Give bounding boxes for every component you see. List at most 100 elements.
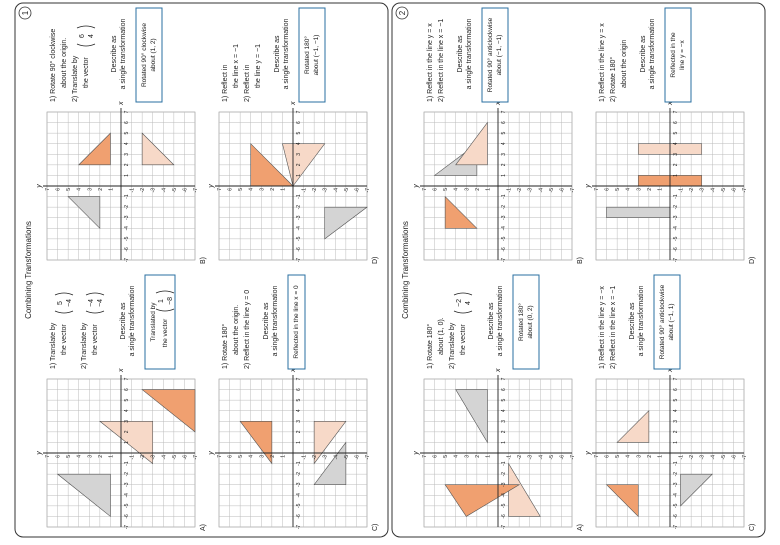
instruction: 2) Translate by (449, 322, 456, 369)
y-tick-label: -7 (742, 455, 748, 460)
instruction: the vector (92, 324, 99, 355)
y-tick-label: 4 (626, 455, 632, 458)
question-label: D) (372, 257, 379, 264)
x-tick-label: 6 (501, 388, 507, 391)
x-tick-label: -5 (296, 503, 302, 508)
x-axis-label: x (118, 368, 125, 373)
x-tick-label: 7 (673, 110, 679, 113)
y-tick-label: 7 (422, 188, 428, 191)
y-tick-label: 3 (636, 188, 642, 191)
y-tick-label: -6 (354, 188, 360, 193)
x-tick-label: 6 (501, 121, 507, 124)
y-tick-label: -5 (549, 188, 555, 193)
instruction: the vector (83, 57, 90, 88)
x-tick-label: -7 (501, 258, 507, 263)
sheet-number: 1 (21, 10, 30, 15)
x-tick-label: -1 (673, 194, 679, 199)
instruction: 1) Reflect in the line y = x (599, 23, 606, 102)
x-tick-label: 5 (501, 399, 507, 402)
x-tick-label: -6 (501, 247, 507, 252)
y-tick-label: 5 (238, 455, 244, 458)
y-tick-label: -4 (161, 188, 167, 193)
x-tick-label: 2 (124, 430, 130, 433)
x-axis-label: x (667, 101, 674, 106)
x-tick-label: -3 (673, 215, 679, 220)
y-tick-label: 4 (77, 188, 83, 191)
x-tick-label: 4 (124, 142, 130, 145)
y-tick-label: 5 (66, 455, 72, 458)
x-tick-label: 5 (124, 132, 130, 135)
x-tick-label: 7 (296, 110, 302, 113)
x-tick-label: 5 (296, 132, 302, 135)
describe-text: a single transformation (283, 18, 290, 89)
x-tick-label: -5 (673, 236, 679, 241)
x-tick-label: 1 (673, 441, 679, 444)
x-tick-label: 4 (501, 409, 507, 412)
y-tick-label: 1 (657, 188, 663, 191)
x-tick-label: 2 (124, 163, 130, 166)
instruction: 1) Reflect in the line y = x (427, 23, 434, 102)
x-tick-label: 1 (296, 441, 302, 444)
describe-text: a single transformation (120, 18, 127, 89)
y-tick-label: -2 (689, 455, 695, 460)
y-tick-label: -3 (528, 455, 534, 460)
x-tick-label: -3 (124, 482, 130, 487)
answer-box (512, 274, 540, 370)
x-tick-label: -7 (296, 258, 302, 263)
instruction: 1) Rotate 180° (426, 324, 434, 369)
x-tick-label: -6 (673, 247, 679, 252)
vector-bracket (76, 25, 96, 29)
x-tick-label: -5 (296, 236, 302, 241)
x-tick-label: 5 (296, 399, 302, 402)
x-tick-label: 3 (673, 420, 679, 423)
y-tick-label: 2 (98, 455, 104, 458)
vector-bracket (54, 292, 74, 296)
x-tick-label: -1 (124, 194, 130, 199)
instruction: 1) Translate by (50, 322, 57, 369)
x-tick-label: -5 (501, 503, 507, 508)
sheet-number-circle (395, 6, 409, 20)
question-label: B) (577, 257, 584, 264)
y-tick-label: 3 (636, 455, 642, 458)
answer-text: the vector (162, 318, 169, 347)
x-axis-label: x (495, 101, 502, 106)
x-tick-label: -6 (673, 514, 679, 519)
x-tick-label: 1 (673, 174, 679, 177)
y-tick-label: -5 (344, 455, 350, 460)
x-tick-label: -7 (124, 258, 130, 263)
x-tick-label: -2 (501, 205, 507, 210)
y-tick-label: -7 (193, 455, 199, 460)
answer-text: Reflected in the line x = 0 (293, 285, 300, 359)
describe-text: Describe as (488, 302, 495, 339)
y-axis-label: y (36, 451, 43, 456)
y-tick-label: 7 (217, 188, 223, 191)
answer-vector-bottom: −8 (167, 297, 174, 305)
sheet-number: 2 (398, 10, 407, 15)
x-tick-label: -7 (296, 525, 302, 530)
y-tick-label: 3 (87, 455, 93, 458)
x-tick-label: 4 (124, 409, 130, 412)
y-tick-label: -2 (517, 455, 523, 460)
answer-text: Reflected in the (670, 32, 677, 78)
y-tick-label: -7 (365, 188, 371, 193)
y-tick-label: -2 (312, 455, 318, 460)
y-tick-label: 1 (485, 455, 491, 458)
shape (141, 132, 175, 166)
y-tick-label: 2 (98, 188, 104, 191)
shape (67, 196, 101, 230)
y-tick-label: -2 (140, 455, 146, 460)
y-tick-label: 7 (594, 188, 600, 191)
y-tick-label: 3 (464, 455, 470, 458)
instruction: 2) Translate by (72, 55, 79, 102)
y-tick-label: -1 (679, 455, 685, 460)
y-tick-label: -4 (538, 188, 544, 193)
answer-box (481, 7, 509, 103)
x-tick-label: 1 (501, 174, 507, 177)
describe-text: a single transformation (466, 18, 473, 89)
y-tick-label: -6 (182, 188, 188, 193)
x-tick-label: -6 (124, 247, 130, 252)
y-tick-label: -4 (710, 455, 716, 460)
question-label: D) (749, 257, 756, 264)
question-label: A) (577, 524, 584, 531)
y-tick-label: 1 (108, 455, 114, 458)
